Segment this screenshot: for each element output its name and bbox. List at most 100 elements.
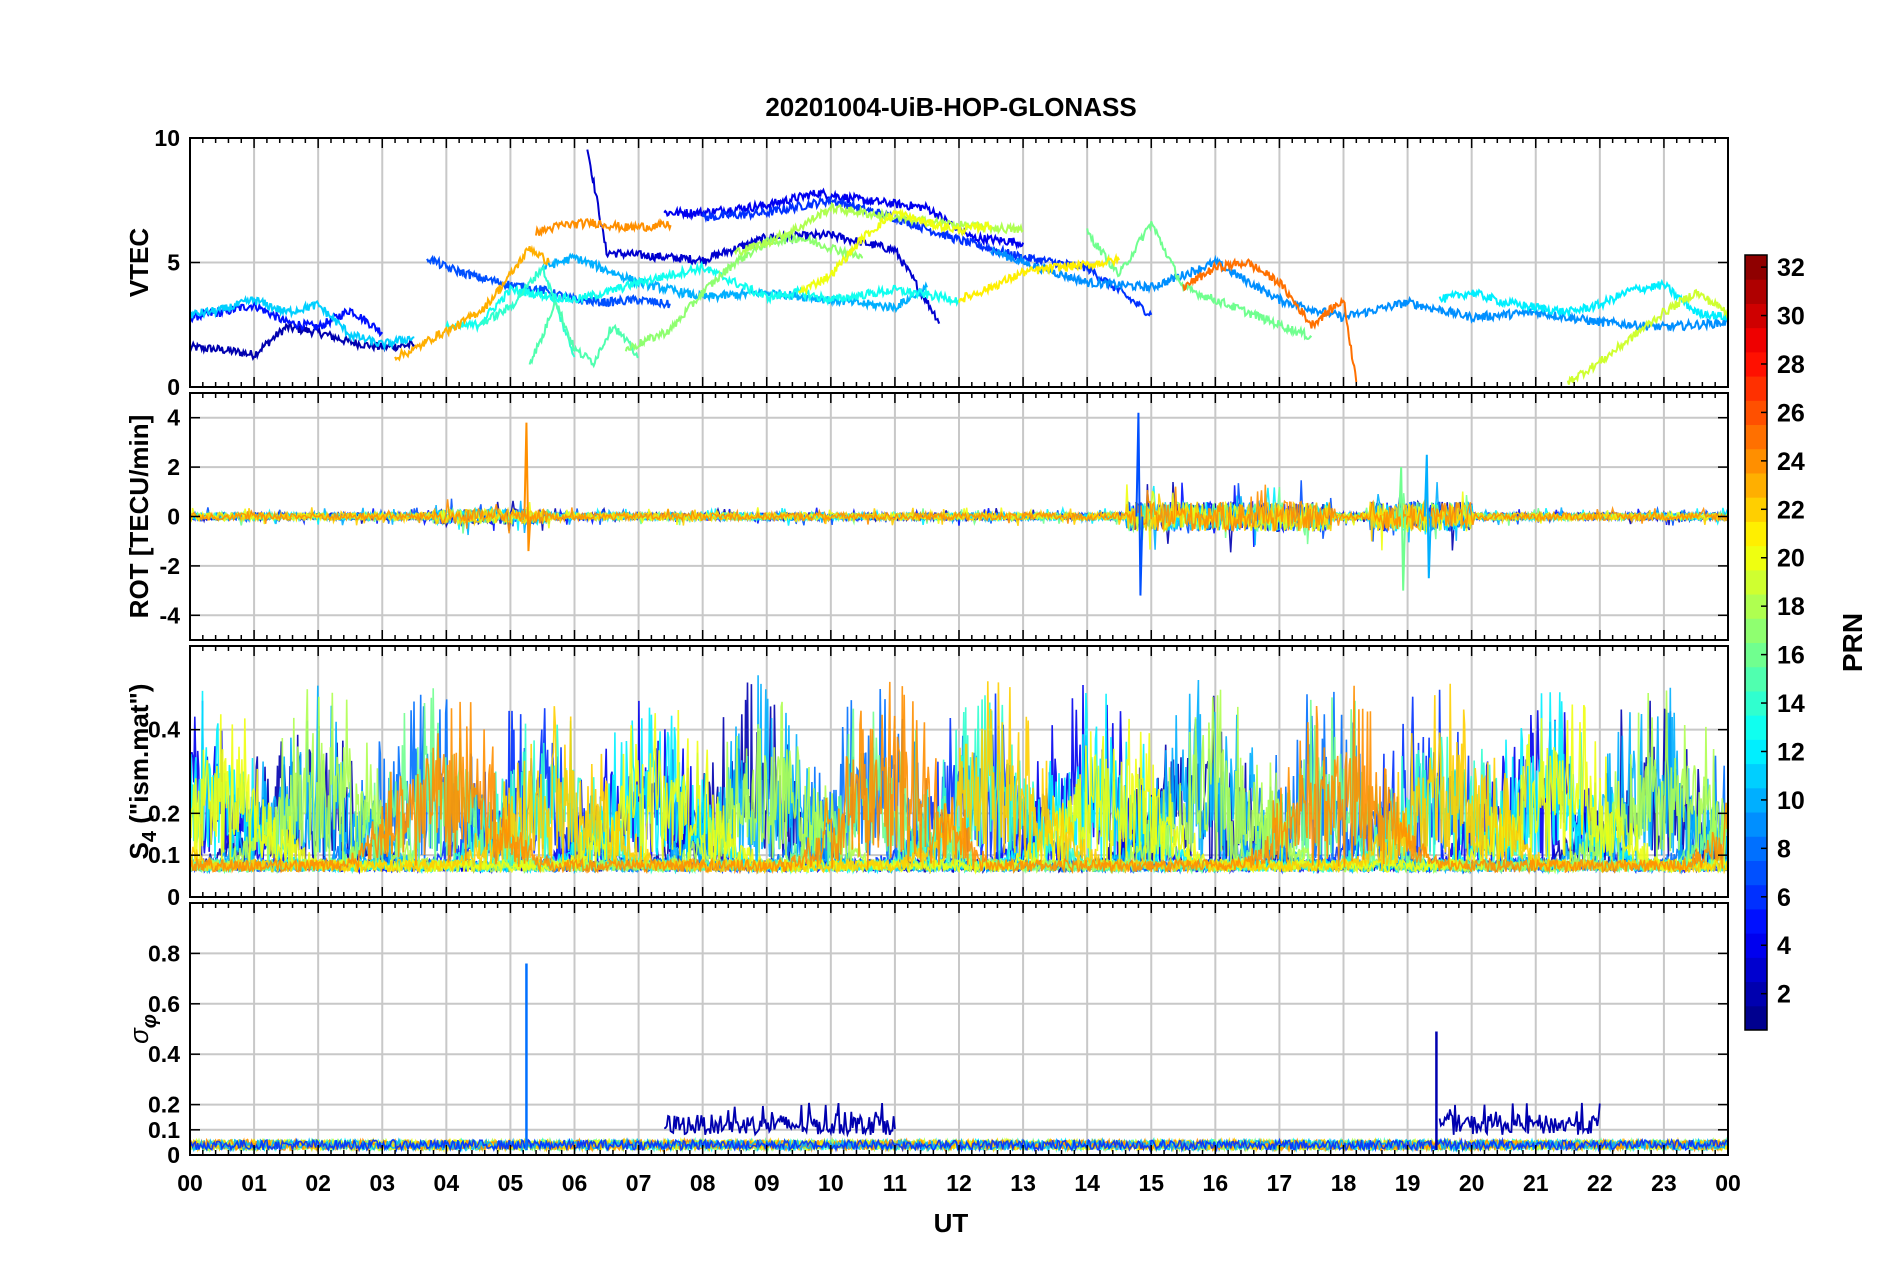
axes-frame bbox=[189, 645, 1729, 898]
y-tick-label: 0.2 bbox=[148, 800, 180, 826]
sigma-phi-series-line-prn-2 bbox=[1438, 1102, 1601, 1137]
colorbar-label: PRN bbox=[1837, 613, 1868, 672]
colorbar-tick-label: 32 bbox=[1777, 254, 1805, 282]
vtec-series-line-prn-20 bbox=[797, 208, 992, 296]
colorbar-tick-label: 24 bbox=[1777, 448, 1805, 476]
x-tick-label: 22 bbox=[1587, 1170, 1613, 1196]
colorbar-tick-label: 6 bbox=[1777, 884, 1791, 912]
x-tick-label: 16 bbox=[1203, 1170, 1229, 1196]
vtec-series-line-prn-2 bbox=[190, 321, 415, 362]
rot-spike bbox=[1135, 412, 1144, 596]
y-tick-label: 0.4 bbox=[148, 717, 180, 743]
vtec-series-line-prn-25 bbox=[1182, 257, 1358, 383]
colorbar-segment bbox=[1745, 569, 1767, 595]
panel-rot: -4 -2 0 2 4 ROT [TECU/min] bbox=[124, 392, 1729, 641]
x-tick-label: 23 bbox=[1651, 1170, 1677, 1196]
vtec-series-line-prn-14 bbox=[477, 263, 576, 358]
vtec-series-line-prn-3 bbox=[586, 149, 941, 325]
y-axis-label: S4 ("ism.mat") bbox=[124, 684, 161, 860]
colorbar-segment bbox=[1745, 521, 1767, 547]
colorbar-segment bbox=[1745, 279, 1767, 304]
x-tick-label: 10 bbox=[818, 1170, 844, 1196]
colorbar-tick-label: 10 bbox=[1777, 787, 1805, 815]
axes-frame bbox=[189, 392, 1729, 641]
y-tick-label: 0 bbox=[167, 884, 180, 910]
x-tick-label: 04 bbox=[434, 1170, 460, 1196]
colorbar-tick-label: 8 bbox=[1777, 835, 1791, 863]
colorbar-segment bbox=[1745, 666, 1767, 692]
vtec-series-line-prn-17 bbox=[624, 232, 864, 352]
rot-series-line-prn-24 bbox=[189, 484, 1729, 534]
colorbar-tick-label: 30 bbox=[1777, 303, 1805, 331]
vtec-series-line-prn-11 bbox=[190, 295, 415, 352]
figure-title: 20201004-UiB-HOP-GLONASS bbox=[765, 92, 1136, 122]
x-axis-label: UT bbox=[934, 1208, 969, 1238]
colorbar-segment bbox=[1745, 400, 1767, 426]
y-tick-label: 0 bbox=[167, 504, 180, 530]
vtec-series-line-prn-5 bbox=[190, 299, 384, 338]
s4-series-line-prn-24 bbox=[190, 681, 1728, 875]
axes-frame bbox=[189, 137, 1729, 388]
x-tick-label: 05 bbox=[498, 1170, 524, 1196]
x-tick-label: 14 bbox=[1074, 1170, 1100, 1196]
colorbar-segment bbox=[1745, 255, 1767, 280]
colorbar-segment bbox=[1745, 618, 1767, 643]
y-tick-label: 0.4 bbox=[148, 1041, 180, 1067]
colorbar-tick-label: 2 bbox=[1777, 981, 1791, 1009]
colorbar-tick-label: 22 bbox=[1777, 496, 1805, 524]
y-tick-label: 0.2 bbox=[148, 1092, 180, 1118]
colorbar-frame bbox=[1744, 254, 1768, 1031]
colorbar-segment bbox=[1745, 424, 1767, 450]
rot-spike bbox=[1398, 467, 1407, 591]
colorbar-segment bbox=[1745, 497, 1767, 522]
x-tick-label: 11 bbox=[883, 1170, 908, 1196]
colorbar-tick-label: 26 bbox=[1777, 399, 1805, 427]
y-tick-label: -4 bbox=[160, 602, 181, 628]
colorbar-segment bbox=[1745, 715, 1767, 740]
x-tick-label: 00 bbox=[1715, 1170, 1741, 1196]
colorbar-segment bbox=[1745, 787, 1767, 813]
colorbar-segment bbox=[1745, 351, 1767, 377]
y-tick-label: 4 bbox=[167, 405, 180, 431]
colorbar-tick-label: 12 bbox=[1777, 738, 1805, 766]
y-tick-label: 0.1 bbox=[148, 1117, 180, 1143]
vtec-series-line-prn-16 bbox=[1086, 220, 1313, 341]
vtec-series-line-prn-18 bbox=[733, 201, 1024, 256]
x-tick-label: 07 bbox=[626, 1170, 652, 1196]
colorbar-segment bbox=[1745, 981, 1767, 1007]
x-tick-label: 02 bbox=[305, 1170, 331, 1196]
y-tick-label: 0 bbox=[167, 374, 180, 400]
vtec-series-line-prn-7 bbox=[426, 254, 671, 310]
colorbar-segment bbox=[1745, 690, 1767, 716]
colorbar-segment bbox=[1745, 812, 1767, 837]
colorbar-tick-label: 14 bbox=[1777, 690, 1805, 718]
y-axis-label: σφ bbox=[124, 1014, 161, 1044]
colorbar-segment bbox=[1745, 327, 1767, 353]
panel-vtec: 0 5 10 VTEC bbox=[124, 125, 1729, 400]
colorbar-tick-label: 18 bbox=[1777, 593, 1805, 621]
y-tick-label: 2 bbox=[167, 454, 180, 480]
colorbar-segment bbox=[1745, 763, 1767, 789]
colorbar-segment bbox=[1745, 836, 1767, 861]
rot-spike bbox=[1423, 454, 1432, 579]
x-tick-label: 19 bbox=[1395, 1170, 1421, 1196]
x-tick-label: 08 bbox=[690, 1170, 716, 1196]
vtec-series-line-prn-10 bbox=[541, 252, 928, 314]
x-tick-label: 01 bbox=[241, 1170, 267, 1196]
y-tick-label: 0.8 bbox=[148, 940, 180, 966]
colorbar-segment bbox=[1745, 884, 1767, 910]
y-tick-label: 0.6 bbox=[148, 991, 180, 1017]
x-tick-label: 21 bbox=[1523, 1170, 1549, 1196]
colorbar-tick-label: 20 bbox=[1777, 545, 1805, 573]
vtec-series-line-prn-19 bbox=[1566, 288, 1728, 385]
vtec-series-line-prn-23 bbox=[394, 244, 550, 362]
colorbar-segment bbox=[1745, 303, 1767, 329]
rot-spike bbox=[523, 422, 532, 552]
colorbar-tick-label: 4 bbox=[1777, 932, 1791, 960]
sigma-phi-series-line-prn-2 bbox=[663, 1102, 896, 1138]
s4-series-line-prn-20 bbox=[190, 704, 1728, 875]
colorbar-segment bbox=[1745, 908, 1767, 934]
x-tick-label: 20 bbox=[1459, 1170, 1485, 1196]
